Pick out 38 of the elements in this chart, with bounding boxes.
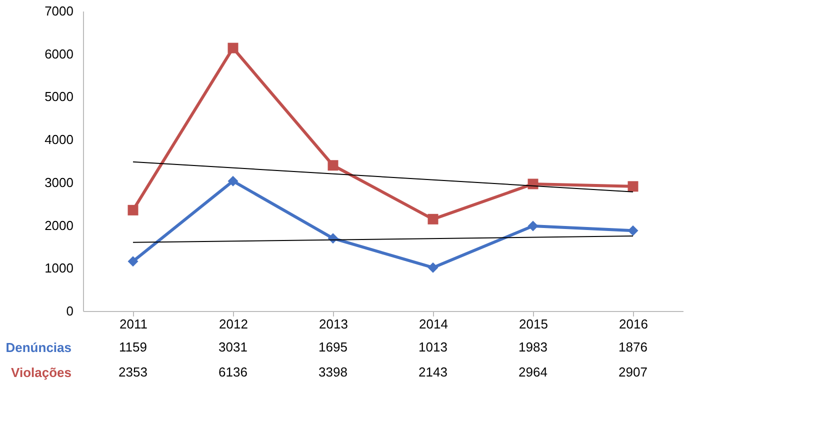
y-tick-label: 5000	[44, 89, 74, 104]
point	[228, 42, 238, 54]
point	[428, 214, 438, 224]
y-tick-label: 0	[66, 304, 74, 318]
x-tick-label: 2015	[519, 316, 548, 332]
x-tick-label: 2013	[319, 316, 348, 332]
data-label: 2143	[418, 364, 448, 380]
point	[628, 181, 638, 192]
x-tick-label: 2016	[619, 316, 648, 332]
data-label: 2907	[618, 364, 648, 380]
point	[128, 256, 138, 267]
data-label: 1695	[318, 340, 348, 354]
y-tick-label: 6000	[44, 46, 74, 62]
point	[328, 160, 338, 171]
x-tick-label: 2014	[419, 316, 448, 332]
point	[528, 220, 538, 232]
data-label: 1876	[618, 340, 648, 354]
data-label: 2353	[118, 364, 148, 380]
data-label: 3031	[218, 340, 248, 354]
y-tick-label: 3000	[44, 174, 74, 190]
data-label: 1983	[518, 340, 548, 354]
y-tick-label: 7000	[44, 4, 74, 18]
data-label: 2964	[518, 364, 548, 380]
point	[628, 225, 638, 236]
point	[128, 204, 138, 216]
x-tick-label: 2011	[120, 316, 148, 332]
point	[428, 262, 438, 273]
y-tick-label: 1000	[44, 260, 74, 276]
point	[228, 176, 238, 186]
data-label: 6136	[218, 364, 248, 380]
x-tick-label: 2012	[219, 316, 248, 332]
text: Denúncias	[6, 340, 72, 355]
data-label: 1159	[119, 340, 147, 354]
y-tick-label: 4000	[44, 132, 74, 148]
y-tick-label: 2000	[44, 218, 74, 233]
data-label: 1013	[418, 340, 448, 354]
data-label: 3398	[318, 364, 348, 380]
text: Violações	[11, 365, 72, 380]
